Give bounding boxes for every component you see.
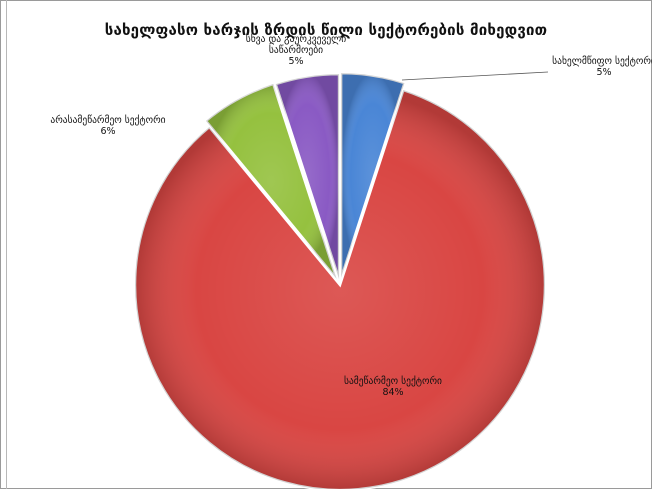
pie-slice-shading-2 (205, 83, 337, 279)
data-label-2: არასამეწარმეო სექტორი 6% (50, 115, 165, 137)
pie-slice-group-0 (339, 71, 407, 279)
data-label-text-3: საწარმოები (269, 45, 323, 56)
data-label-3: სხვა და გაურკვეველი საწარმოები 5% (246, 34, 346, 67)
chart-title: სახელფასო ხარჯის ზრდის წილი სექტორების მ… (104, 21, 548, 39)
pie-slice-shading-3 (275, 74, 340, 280)
data-label-text-1: სამეწარმეო სექტორი (344, 376, 442, 387)
data-label-text-2: არასამეწარმეო სექტორი (50, 115, 165, 126)
data-label-0: სახელმწიფო სექტორი 5% (552, 56, 652, 78)
pie-slice-shading-1 (135, 90, 545, 489)
data-label-value-1: 84% (382, 387, 403, 398)
pie-slice-shading-0 (341, 73, 405, 279)
pie-slice-group-1 (133, 88, 547, 489)
pie-slice-group-3 (274, 72, 341, 280)
data-label-text-0: სახელმწიფო სექტორი (552, 56, 652, 67)
data-label-text-3: სხვა და გაურკვეველი (246, 34, 346, 45)
data-label-value-3: 5% (288, 56, 303, 67)
leader-line-0 (401, 71, 549, 81)
window-edge (6, 0, 7, 489)
data-label-1: სამეწარმეო სექტორი 84% (344, 376, 442, 398)
data-label-value-0: 5% (596, 67, 611, 78)
pie-slice-group-2 (204, 82, 338, 280)
data-label-value-2: 6% (100, 126, 115, 137)
